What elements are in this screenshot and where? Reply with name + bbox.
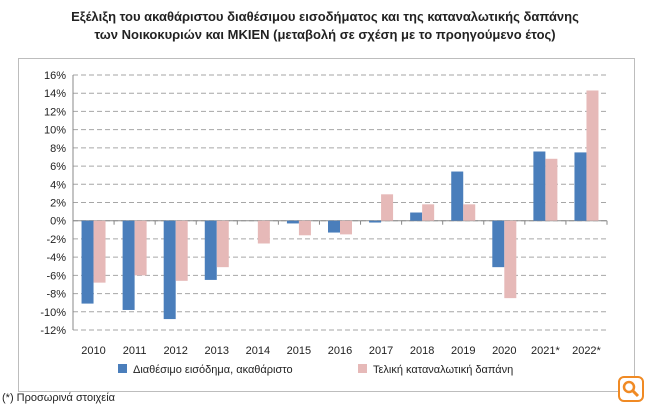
x-tick-label: 2022*	[572, 345, 601, 357]
bar-consumption	[175, 220, 188, 281]
x-tick-label: 2019	[451, 345, 475, 357]
y-tick-label: -2%	[46, 234, 66, 246]
bar-income	[81, 220, 94, 304]
legend-label: Διαθέσιμο εισόδημα, ακαθάριστο	[133, 364, 293, 376]
bar-consumption	[216, 220, 229, 268]
chart-title: Εξέλιξη του ακαθάριστου διαθέσιμου εισοδ…	[0, 8, 650, 44]
y-tick-label: 4%	[50, 179, 66, 191]
bar-consumption	[257, 220, 270, 244]
bar-income	[369, 220, 382, 223]
bar-consumption	[134, 220, 147, 276]
y-tick-label: 16%	[44, 70, 66, 82]
y-tick-label: -4%	[46, 252, 66, 264]
bar-consumption	[545, 158, 558, 221]
y-tick-label: 8%	[50, 143, 66, 155]
x-tick-label: 2015	[287, 345, 311, 357]
x-tick-label: 2010	[81, 345, 105, 357]
legend-label: Τελική καταναλωτική δαπάνη	[373, 364, 513, 376]
y-tick-label: -10%	[40, 307, 66, 319]
bar-income	[328, 220, 340, 233]
magnifier-icon	[618, 376, 644, 402]
y-tick-label: -12%	[40, 325, 66, 337]
bar-income	[163, 220, 176, 320]
footnote: (*) Προσωρινά στοιχεία	[2, 392, 115, 404]
bar-consumption	[381, 194, 394, 221]
y-tick-label: 0%	[50, 216, 66, 228]
bar-consumption	[298, 220, 311, 236]
x-tick-label: 2016	[328, 345, 352, 357]
title-line-2: των Νοικοκυριών και ΜΚΙΕΝ (μεταβολή σε σ…	[94, 27, 556, 42]
title-line-1: Εξέλιξη του ακαθάριστου διαθέσιμου εισοδ…	[71, 9, 579, 24]
x-tick-label: 2020	[492, 345, 516, 357]
bar-consumption	[340, 220, 352, 235]
x-tick-label: 2021*	[531, 345, 560, 357]
bar-consumption	[93, 220, 106, 283]
bar-consumption	[422, 204, 435, 221]
y-tick-label: 10%	[44, 125, 66, 137]
y-tick-label: -6%	[46, 270, 66, 282]
x-tick-label: 2012	[163, 345, 187, 357]
legend-swatch	[358, 364, 367, 373]
bar-consumption	[586, 90, 599, 221]
bar-income	[451, 171, 464, 221]
bar-income	[574, 152, 587, 221]
chart-frame	[18, 58, 635, 392]
bar-income	[492, 220, 505, 268]
y-tick-label: -8%	[46, 289, 66, 301]
x-tick-label: 2014	[246, 345, 270, 357]
bar-income	[122, 220, 135, 310]
bar-consumption	[504, 220, 517, 299]
x-tick-label: 2011	[123, 345, 147, 357]
y-tick-label: 14%	[44, 88, 66, 100]
y-tick-label: 6%	[50, 161, 66, 173]
bar-income	[410, 212, 423, 221]
x-tick-label: 2013	[205, 345, 229, 357]
y-tick-label: 2%	[50, 198, 66, 210]
x-tick-label: 2018	[410, 345, 434, 357]
bar-income	[286, 220, 299, 224]
bar-consumption	[463, 204, 476, 221]
x-tick-label: 2017	[369, 345, 393, 357]
legend-swatch	[118, 364, 127, 373]
y-tick-label: 12%	[44, 106, 66, 118]
bar-income	[204, 220, 217, 280]
bar-income	[533, 151, 546, 221]
